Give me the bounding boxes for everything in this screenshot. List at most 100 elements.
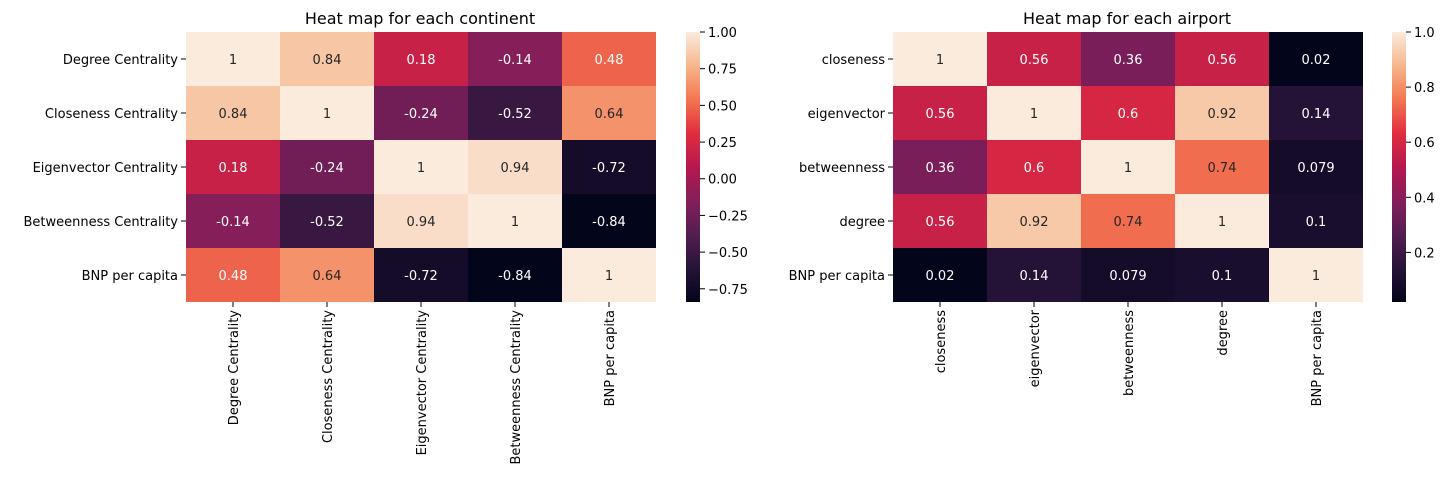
cell-annotation: 0.079 [1109, 269, 1146, 284]
heatmap-cell [468, 86, 562, 140]
y-tick-label: Betweenness Centrality [23, 215, 178, 230]
x-tick-labels-continent: Degree Centrality Closeness Centrality Eig… [227, 302, 618, 465]
colorbar-tick-label: 0.2 [1414, 246, 1435, 261]
heatmap-cell [562, 194, 656, 248]
cell-annotation: -0.14 [498, 53, 532, 68]
y-tick-label: Closeness Centrality [45, 107, 178, 122]
cell-annotation: 1 [936, 53, 944, 68]
y-tick-label: BNP per capita [82, 269, 178, 284]
cell-annotation: 1 [417, 161, 425, 176]
heatmap-cell [280, 248, 374, 302]
heatmap-cell [1269, 194, 1363, 248]
heatmap-cell [1175, 32, 1269, 86]
cell-annotation: 0.36 [926, 161, 955, 176]
heatmap-cell [468, 194, 562, 248]
heatmap-cell [186, 32, 280, 86]
cell-annotation: -0.72 [592, 161, 626, 176]
x-tick-label: BNP per capita [603, 310, 618, 406]
x-tick-label: eigenvector [1028, 309, 1043, 387]
cell-annotation: 0.1 [1306, 215, 1327, 230]
heatmap-cell [280, 86, 374, 140]
heatmap-cell [1175, 140, 1269, 194]
y-tick-label: Eigenvector Centrality [33, 161, 179, 176]
heatmap-cell [186, 248, 280, 302]
heatmap-cell [893, 32, 987, 86]
heatmap-cell [468, 32, 562, 86]
cell-annotation: 0.74 [1208, 161, 1237, 176]
colorbar-gradient [686, 32, 700, 302]
cell-annotation: 0.94 [501, 161, 530, 176]
cell-annotation: 0.18 [219, 161, 248, 176]
heatmap-cell [186, 86, 280, 140]
cell-annotation: 0.1 [1212, 269, 1233, 284]
x-tick-label: Closeness Centrality [321, 310, 336, 443]
x-tick-label: closeness [934, 310, 949, 373]
heatmap-cell [1081, 32, 1175, 86]
colorbar-tick-label: 0.50 [708, 99, 737, 114]
colorbar-gradient [1392, 32, 1406, 302]
heatmap-cell [1269, 248, 1363, 302]
cell-annotation: -0.72 [404, 269, 438, 284]
cell-annotation: 1 [511, 215, 519, 230]
chart-title-airport: Heat map for each airport [1023, 9, 1231, 28]
colorbar-tick-label: −0.75 [708, 283, 748, 298]
y-tick-label: BNP per capita [789, 269, 885, 284]
colorbar-airport: 1.0 0.8 0.6 0.4 0.2 [1392, 26, 1435, 302]
cell-annotation: 0.74 [1114, 215, 1143, 230]
cell-annotation: 0.6 [1024, 161, 1045, 176]
x-tick-label: degree [1216, 310, 1231, 356]
cell-annotation: 0.64 [595, 107, 624, 122]
heatmap-cell [987, 140, 1081, 194]
heatmap-cell [562, 248, 656, 302]
heatmap-cell [987, 86, 1081, 140]
colorbar-tick-label: 1.0 [1414, 26, 1435, 41]
cell-annotation: -0.14 [216, 215, 250, 230]
heatmap-cell [562, 86, 656, 140]
colorbar-tick-label: −0.25 [708, 209, 748, 224]
heatmap-cell [987, 32, 1081, 86]
heatmap-cell [374, 86, 468, 140]
heatmap-cell [186, 140, 280, 194]
x-tick-label: BNP per capita [1310, 310, 1325, 406]
cell-annotation: 0.56 [1208, 53, 1237, 68]
cell-annotation: 0.84 [219, 107, 248, 122]
cell-annotation: 0.18 [407, 53, 436, 68]
heatmap-cell [280, 32, 374, 86]
y-tick-label: betweenness [799, 161, 885, 176]
y-tick-labels-airport: closeness eigenvector betweenness degree BNP… [789, 53, 893, 284]
x-tick-label: Eigenvector Centrality [415, 310, 430, 456]
heatmap-airport: Heat map for each airport 1 0.56 0.36 0.56 0… [789, 9, 1435, 406]
colorbar-tick-label: 0.25 [708, 136, 737, 151]
colorbar-tick-label: 0.75 [708, 63, 737, 78]
y-tick-label: closeness [822, 53, 885, 68]
cell-annotation: 0.02 [926, 269, 955, 284]
y-tick-label: degree [839, 215, 885, 230]
cell-annotation: -0.24 [404, 107, 438, 122]
cell-annotation: 1 [323, 107, 331, 122]
cell-annotation: 1 [1218, 215, 1226, 230]
heatmap-cell [893, 86, 987, 140]
cell-annotation: 0.48 [219, 269, 248, 284]
cell-annotation: 1 [229, 53, 237, 68]
cell-annotation: 0.84 [313, 53, 342, 68]
cell-annotation: 0.56 [926, 107, 955, 122]
colorbar-continent: 1.00 0.75 0.50 0.25 0.00 −0.25 −0.50 −0.75 [686, 26, 748, 302]
heatmap-cell [1175, 248, 1269, 302]
heatmap-cell [1175, 194, 1269, 248]
heatmap-cell [280, 140, 374, 194]
heatmap-cell [374, 194, 468, 248]
heatmap-cell [374, 248, 468, 302]
colorbar-tick-label: 1.00 [708, 26, 737, 41]
heatmap-cell [987, 248, 1081, 302]
cell-annotation: 0.48 [595, 53, 624, 68]
heatmap-cell [1175, 86, 1269, 140]
cell-annotation: 0.92 [1020, 215, 1049, 230]
colorbar-tick-label: 0.00 [708, 173, 737, 188]
heatmap-continent: Heat map for each continent 1 0.84 0.18 -0.… [23, 9, 747, 465]
heatmap-cell [1269, 86, 1363, 140]
cell-annotation: 0.02 [1302, 53, 1331, 68]
colorbar-tick-label: 0.6 [1414, 136, 1435, 151]
heatmap-cell [1269, 140, 1363, 194]
cell-annotation: -0.52 [498, 107, 532, 122]
colorbar-tick-label: 0.4 [1414, 191, 1435, 206]
